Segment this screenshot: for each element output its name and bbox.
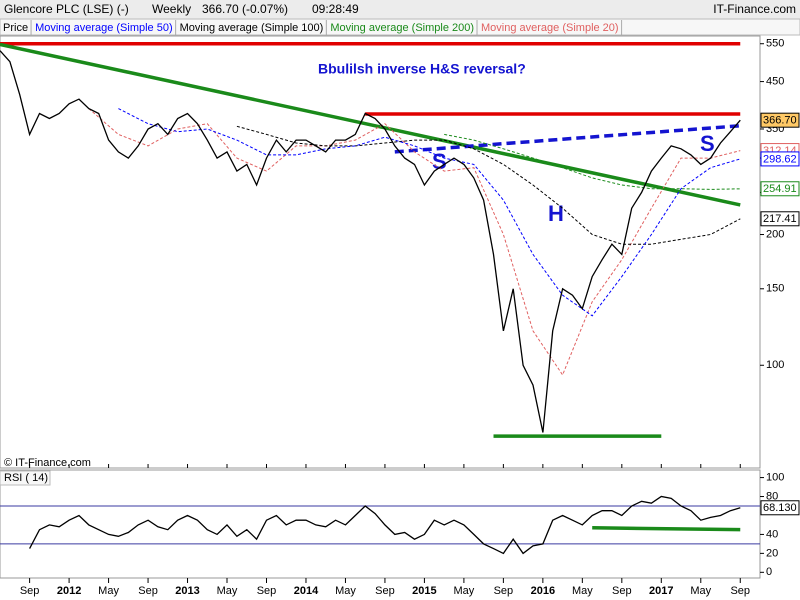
legend-entry: Moving average (Simple 200) [330, 22, 474, 34]
x-tick-label: May [454, 585, 475, 597]
x-tick-label: Sep [20, 585, 40, 597]
y-tick-label: 450 [766, 75, 784, 87]
trendline [394, 124, 741, 154]
time: 09:28:49 [312, 2, 359, 16]
moving-average-line [444, 133, 741, 190]
last-value-label: 217.41 [763, 213, 797, 225]
x-tick-label: Sep [730, 585, 750, 597]
last-value-box [760, 112, 800, 128]
copyright: © IT-Finance.com [4, 457, 91, 469]
trendline [0, 42, 741, 207]
x-tick-label: Sep [375, 585, 395, 597]
y-tick-label: 100 [766, 359, 784, 371]
x-tick-label: May [98, 585, 119, 597]
legend-bar [0, 18, 800, 36]
y-tick-label: 20 [766, 547, 778, 559]
x-tick-label: 2017 [649, 585, 673, 597]
series-line [0, 50, 741, 433]
brand: IT-Finance.com [713, 2, 796, 16]
y-tick-label: 0 [766, 566, 772, 578]
y-tick-label: 150 [766, 283, 784, 295]
x-tick-label: Sep [257, 585, 277, 597]
last-value-box [760, 211, 800, 227]
legend-entry: Moving average (Simple 100) [180, 22, 324, 34]
x-tick-label: 2013 [175, 585, 199, 597]
x-tick-label: 2015 [412, 585, 436, 597]
x-tick-label: May [690, 585, 711, 597]
last-value-box [760, 181, 800, 197]
last-value-label: 254.91 [763, 183, 797, 195]
rsi-title: RSI ( 14) [4, 472, 48, 484]
y-tick-label: 80 [766, 490, 778, 502]
last-value-box [760, 500, 800, 516]
moving-average-line [236, 125, 741, 245]
legend-entry: Moving average (Simple 20) [481, 22, 619, 34]
annotation: Bbulilsh inverse H&S reversal? [318, 61, 526, 77]
rsi-panel [0, 469, 761, 579]
symbol: Glencore PLC (LSE) (-) [4, 2, 129, 16]
rsi-title-box [0, 470, 51, 486]
x-tick-label: 2016 [531, 585, 555, 597]
y-tick-label: 100 [766, 471, 784, 483]
x-tick-label: 2014 [294, 585, 319, 597]
x-tick-label: May [335, 585, 356, 597]
x-tick-label: 2012 [57, 585, 81, 597]
last-value-label: 68.130 [763, 502, 797, 514]
last-value-label: 366.70 [763, 115, 797, 127]
period: Weekly [152, 2, 191, 16]
x-tick-label: Sep [612, 585, 632, 597]
header-bar [0, 0, 800, 19]
x-tick-label: May [572, 585, 593, 597]
trendline [592, 526, 741, 532]
annotation: S [432, 149, 447, 174]
legend: Price Moving average (Simple 50) Moving av… [3, 20, 623, 35]
legend-entry: Moving average (Simple 50) [35, 22, 173, 34]
moving-average-line [118, 108, 741, 317]
x-tick-label: Sep [138, 585, 158, 597]
quote: 366.70 (-0.07%) [202, 2, 288, 16]
last-value-box [760, 151, 800, 167]
moving-average-line [88, 108, 741, 376]
y-tick-label: 200 [766, 228, 784, 240]
y-tick-label: 40 [766, 528, 778, 540]
x-tick-label: May [217, 585, 238, 597]
series-line [29, 495, 741, 555]
annotation: H [548, 201, 564, 226]
annotation: S [700, 131, 715, 156]
price-panel [0, 35, 761, 469]
last-value-label: 298.62 [763, 153, 797, 165]
x-tick-label: Sep [494, 585, 514, 597]
y-tick-label: 550 [766, 38, 784, 50]
legend-entry: Price [3, 22, 28, 34]
